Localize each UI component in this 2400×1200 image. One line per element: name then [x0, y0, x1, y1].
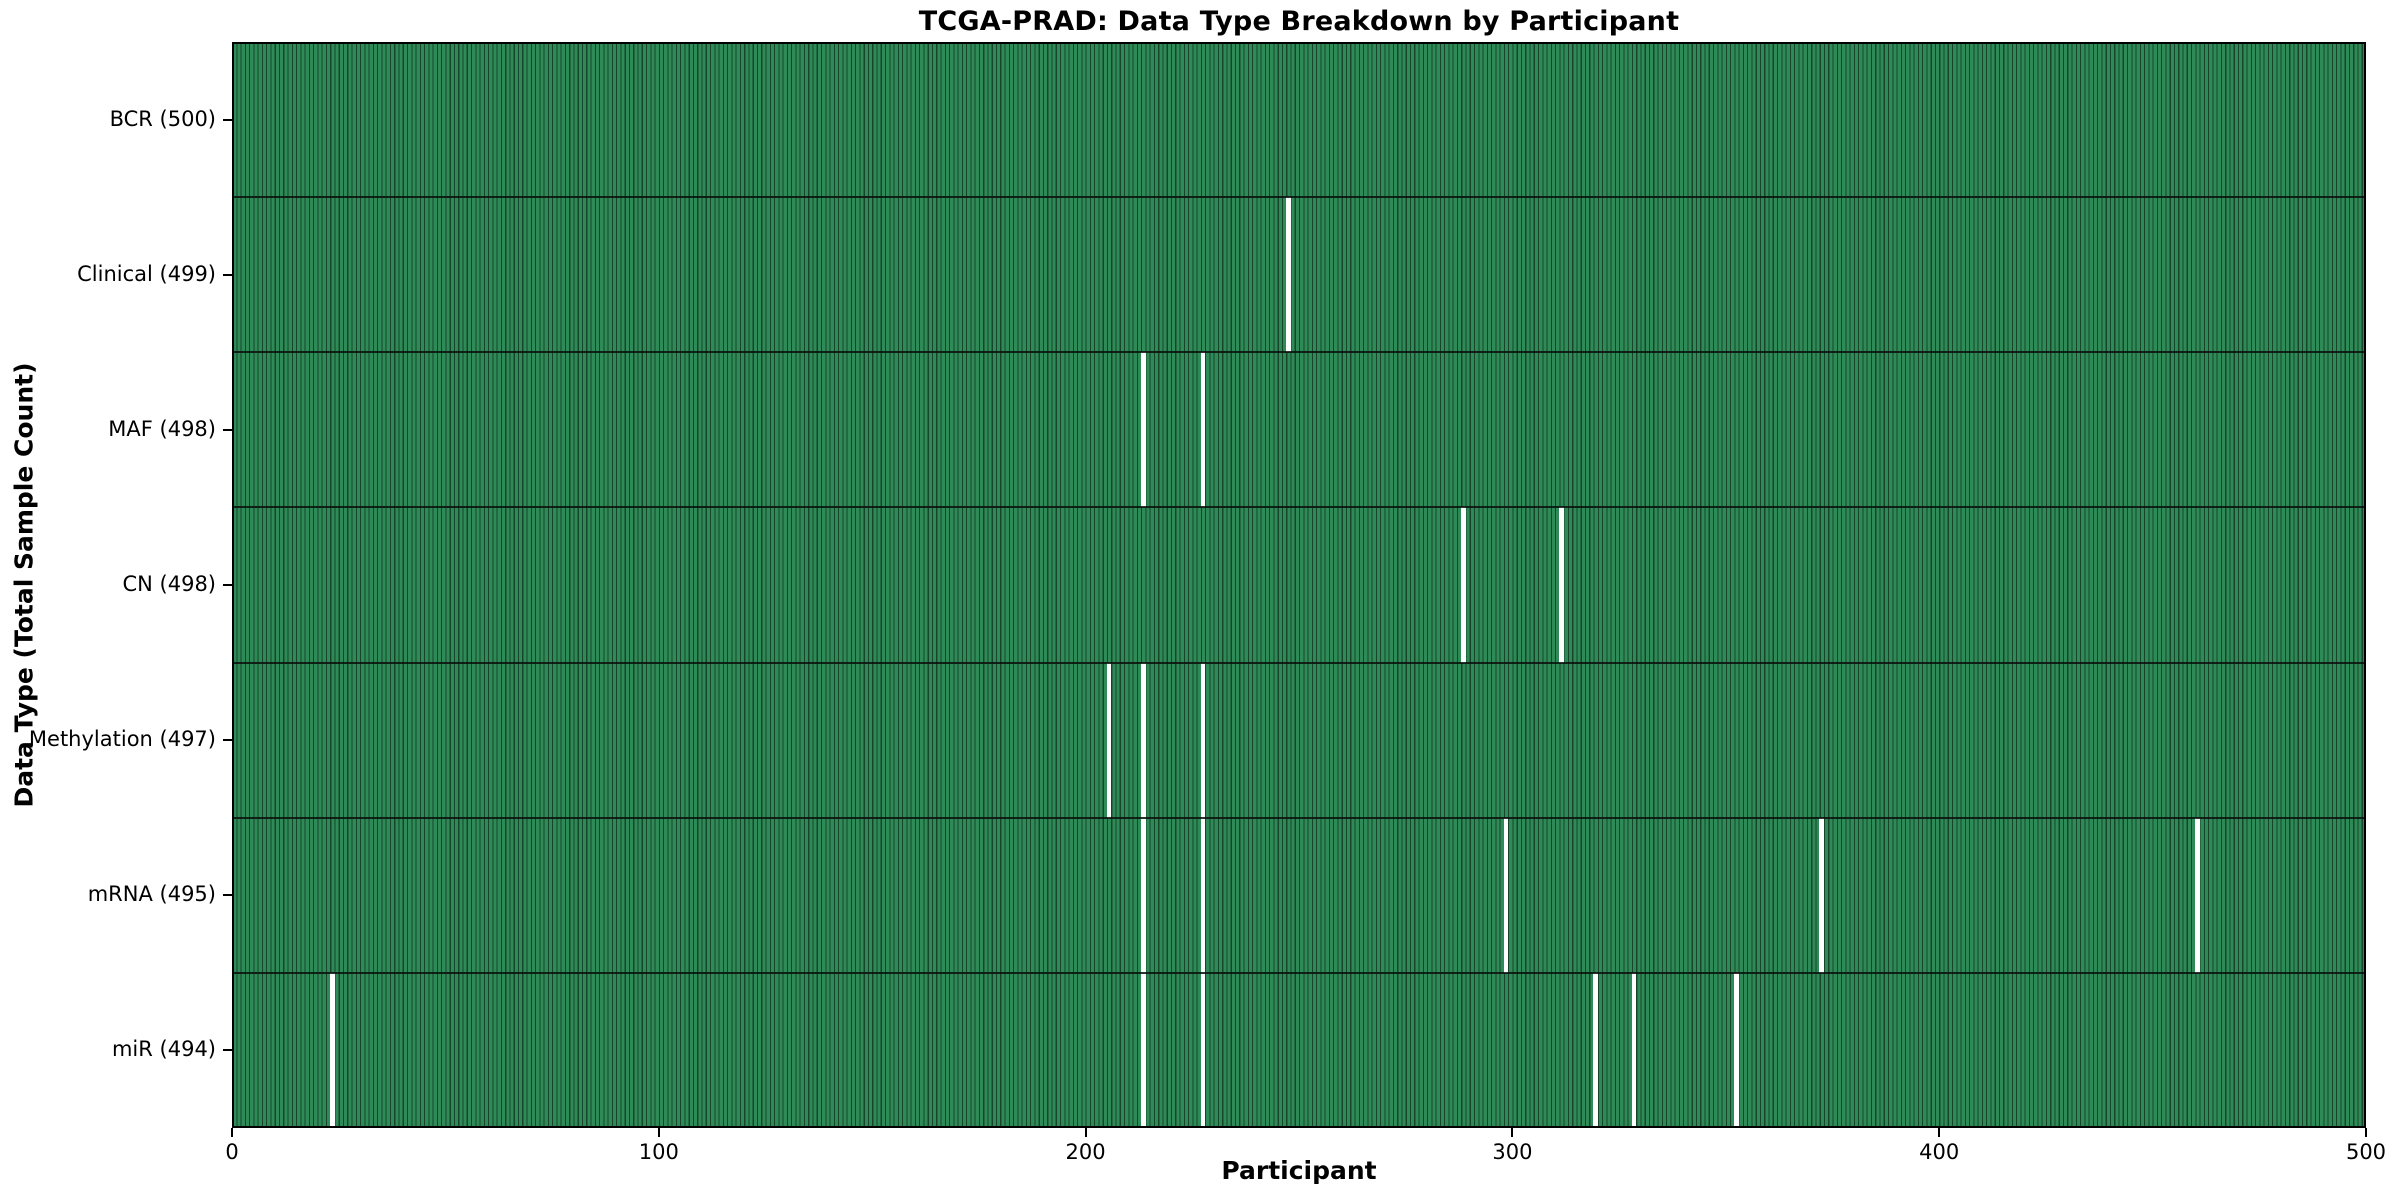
y-tick-label-mir: miR (494): [111, 1037, 216, 1062]
row-band-cn: [232, 507, 2366, 663]
row-band-mir: [232, 972, 2366, 1128]
absent-gap-methylation-205: [1106, 662, 1112, 818]
y-tick-mark: [223, 739, 232, 742]
x-tick-label: 0: [225, 1140, 239, 1164]
x-tick-label: 200: [1065, 1140, 1106, 1164]
absent-gap-mir-328: [1631, 972, 1637, 1128]
row-band-clinical: [232, 197, 2366, 353]
x-tick-mark: [1938, 1128, 1941, 1137]
y-tick-mark: [223, 428, 232, 431]
x-tick-mark: [1511, 1128, 1514, 1137]
absent-gap-maf-227: [1200, 352, 1206, 508]
x-tick-mark: [1084, 1128, 1087, 1137]
row-separator: [232, 816, 2366, 819]
absent-gap-maf-213: [1140, 352, 1146, 508]
x-tick-label: 100: [638, 1140, 679, 1164]
row-band-maf: [232, 352, 2366, 508]
absent-gap-mir-319: [1593, 972, 1598, 1128]
y-tick-label-clinical: Clinical (499): [77, 261, 216, 286]
absent-gap-mir-352: [1734, 972, 1739, 1128]
y-tick-label-cn: CN (498): [122, 572, 216, 596]
x-tick-label: 500: [2345, 1140, 2387, 1164]
y-tick-mark: [223, 1049, 232, 1052]
y-tick-label-bcr: BCR (500): [109, 106, 216, 131]
x-axis-label: Participant: [1221, 1156, 1377, 1185]
row-band-methylation: [232, 662, 2366, 818]
absent-gap-mrna-227: [1200, 817, 1206, 973]
y-tick-mark: [223, 894, 232, 897]
x-tick-mark: [2365, 1128, 2367, 1137]
absent-gap-mrna-213: [1140, 817, 1146, 973]
y-tick-mark: [223, 273, 232, 276]
y-tick-label-mrna: mRNA (495): [87, 882, 216, 907]
x-tick-mark: [657, 1128, 660, 1137]
x-tick-label: 300: [1492, 1140, 1533, 1164]
x-tick-label: 400: [1919, 1140, 1960, 1164]
row-separator: [232, 196, 2366, 199]
absent-gap-mrna-298: [1503, 817, 1509, 973]
y-tick-mark: [223, 584, 232, 586]
absent-gap-clinical-247: [1285, 197, 1291, 353]
absent-gap-mir-213: [1140, 972, 1146, 1128]
absent-gap-cn-311: [1559, 507, 1564, 663]
row-separator: [232, 971, 2366, 974]
y-tick-label-maf: MAF (498): [108, 416, 216, 441]
row-band-bcr: [232, 42, 2366, 198]
absent-gap-methylation-213: [1140, 662, 1146, 818]
absent-gap-cn-288: [1460, 507, 1466, 663]
row-separator: [232, 351, 2366, 354]
row-separator: [232, 661, 2366, 664]
absent-gap-mrna-460: [2195, 817, 2200, 973]
y-tick-label-methylation: Methylation (497): [28, 727, 216, 752]
absent-gap-mir-227: [1200, 972, 1206, 1128]
y-tick-mark: [223, 118, 232, 121]
absent-gap-mir-23: [329, 972, 335, 1128]
absent-gap-methylation-227: [1200, 662, 1206, 818]
absent-gap-mrna-372: [1819, 817, 1825, 973]
row-band-mrna: [232, 817, 2366, 973]
plot-area: Present Absent: [232, 42, 2366, 1128]
chart-title: TCGA-PRAD: Data Type Breakdown by Partic…: [918, 6, 1680, 37]
x-tick-mark: [231, 1128, 233, 1137]
row-separator: [232, 506, 2366, 509]
